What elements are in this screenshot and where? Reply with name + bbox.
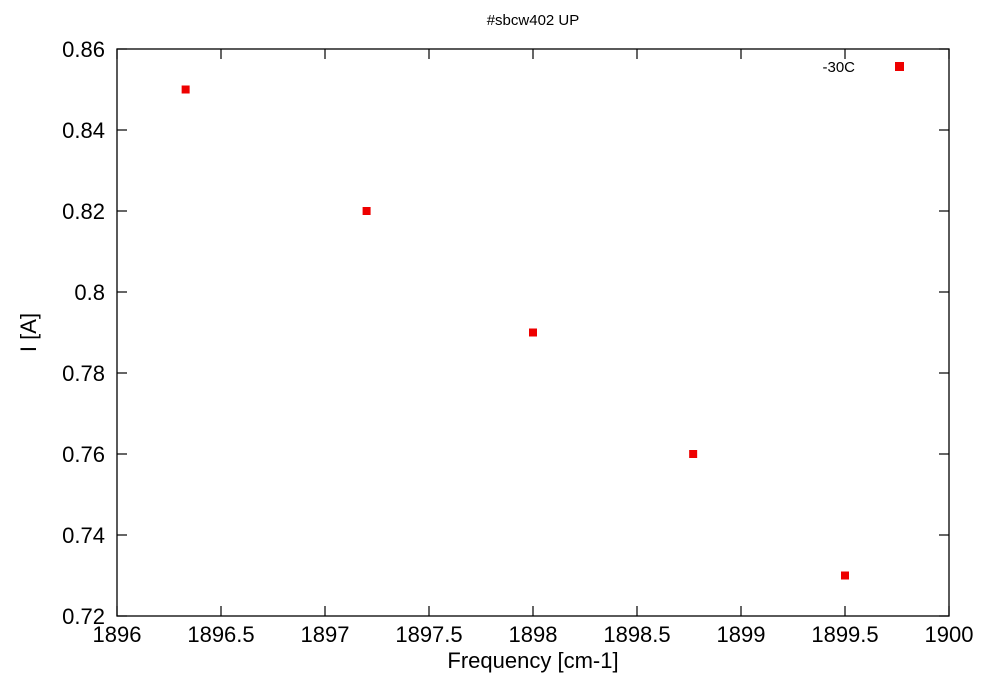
data-point — [529, 328, 537, 337]
y-axis-label: I [A] — [16, 313, 41, 352]
y-tick-label: 0.82 — [62, 199, 105, 224]
x-tick-label: 1899.5 — [811, 622, 878, 647]
data-point — [689, 450, 698, 458]
legend-label: -30C — [822, 59, 855, 76]
x-axis: 1896 1896.5 1897 1897.5 1898 1898.5 1899 1899.5… — [93, 49, 974, 647]
y-tick-label: 0.86 — [62, 37, 105, 62]
legend-marker — [895, 62, 904, 71]
y-tick-label: 0.8 — [74, 280, 105, 305]
data-point — [181, 85, 190, 94]
y-tick-label: 0.76 — [62, 442, 105, 467]
data-point — [362, 207, 371, 215]
y-tick-label: 0.72 — [62, 604, 105, 629]
chart-title: #sbcw402 UP — [487, 12, 580, 29]
data-points — [181, 85, 849, 580]
x-tick-label: 1900 — [925, 622, 974, 647]
x-tick-label: 1896.5 — [187, 622, 254, 647]
x-axis-label: Frequency [cm-1] — [447, 648, 618, 673]
x-tick-label: 1899 — [717, 622, 766, 647]
x-tick-label: 1897 — [301, 622, 350, 647]
y-axis: 0.72 0.74 0.76 0.78 0.8 0.82 0.84 0.86 — [62, 37, 949, 629]
data-point — [841, 571, 849, 580]
y-tick-label: 0.84 — [62, 118, 105, 143]
legend: -30C — [822, 59, 904, 76]
x-tick-label: 1898 — [509, 622, 558, 647]
y-tick-label: 0.74 — [62, 523, 105, 548]
x-tick-label: 1898.5 — [603, 622, 670, 647]
y-tick-label: 0.78 — [62, 361, 105, 386]
x-tick-label: 1897.5 — [395, 622, 462, 647]
x-tick-label: 1896 — [93, 622, 142, 647]
